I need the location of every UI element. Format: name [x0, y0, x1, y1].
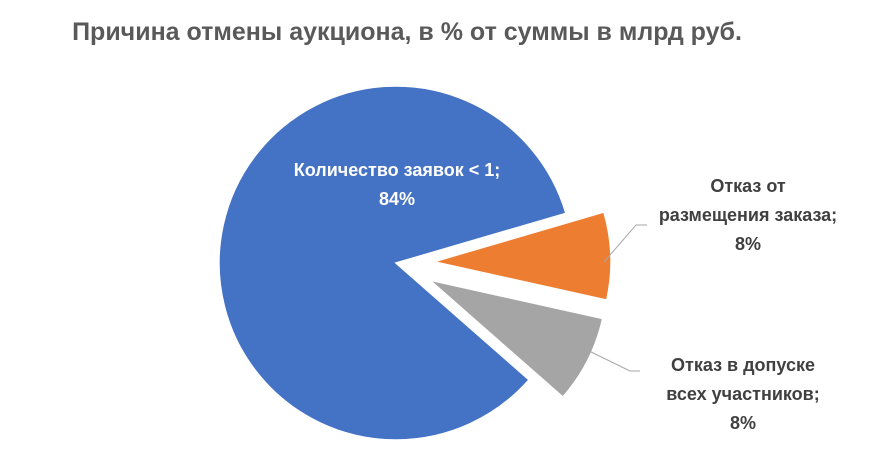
data-label-3-line-3: 8%: [730, 413, 756, 433]
data-label-1: Количество заявок < 1; 84%: [294, 160, 500, 209]
data-label-3: Отказ в допуске всех участников; 8%: [666, 355, 819, 433]
data-label-2-line-1: Отказ от: [710, 176, 786, 196]
data-label-2: Отказ от размещения заказа; 8%: [659, 176, 837, 254]
pie-slice-3: [429, 279, 604, 399]
data-label-2-line-2: размещения заказа;: [659, 205, 837, 225]
pie-slice-2: [433, 211, 612, 301]
leader-line-3: [584, 348, 640, 372]
data-label-2-line-3: 8%: [735, 234, 761, 254]
data-label-1-line-1: Количество заявок < 1;: [294, 160, 500, 180]
pie-slice-1: [218, 85, 567, 441]
chart-title: Причина отмены аукциона, в % от суммы в …: [72, 18, 742, 46]
data-label-3-line-2: всех участников;: [666, 384, 819, 404]
data-label-1-line-2: 84%: [379, 189, 415, 209]
data-label-3-line-1: Отказ в допуске: [671, 355, 815, 375]
leader-line-2: [603, 224, 647, 263]
